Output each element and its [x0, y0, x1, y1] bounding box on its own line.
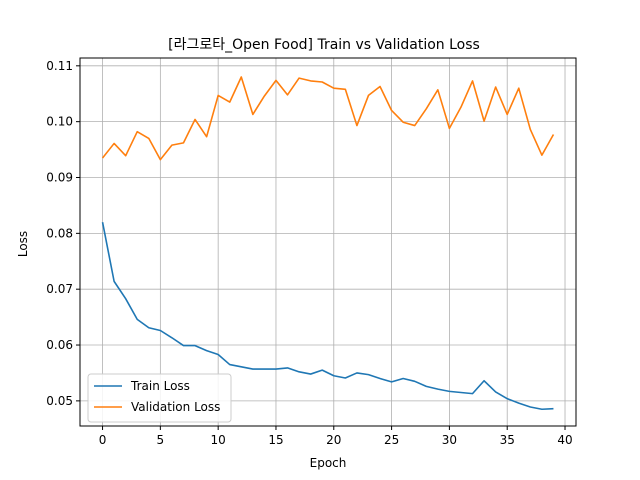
grid [80, 58, 576, 426]
x-tick-label: 15 [268, 433, 283, 447]
y-tick-label: 0.07 [46, 282, 73, 296]
x-axis-title: Epoch [310, 456, 347, 470]
y-tick-label: 0.06 [46, 338, 73, 352]
y-axis-title: Loss [16, 231, 30, 257]
series-lines [101, 76, 555, 411]
legend: Train Loss Validation Loss [87, 373, 232, 423]
axis-ticks: 0 5 10 15 20 25 30 35 40 0.05 0.06 0.07 0.08 0.09 0.10… [46, 59, 572, 447]
y-tick-label: 0.05 [46, 394, 73, 408]
legend-box [87, 373, 232, 423]
legend-label: Validation Loss [131, 400, 220, 414]
y-tick-label: 0.08 [46, 226, 73, 240]
train-loss-line [101, 222, 554, 411]
x-tick-label: 40 [557, 433, 572, 447]
y-tick-label: 0.09 [46, 171, 73, 185]
legend-label: Train Loss [130, 379, 190, 393]
x-tick-label: 0 [99, 433, 107, 447]
x-tick-label: 10 [211, 433, 226, 447]
x-tick-label: 20 [326, 433, 341, 447]
x-tick-label: 30 [442, 433, 457, 447]
y-tick-label: 0.10 [46, 115, 73, 129]
validation-loss-line [101, 76, 555, 161]
chart-title: [라그로타_Open Food] Train vs Validation Los… [168, 37, 480, 53]
x-tick-label: 25 [384, 433, 399, 447]
y-tick-label: 0.11 [46, 59, 73, 73]
plot-frame [79, 57, 577, 427]
x-tick-label: 35 [500, 433, 515, 447]
x-tick-label: 5 [157, 433, 165, 447]
